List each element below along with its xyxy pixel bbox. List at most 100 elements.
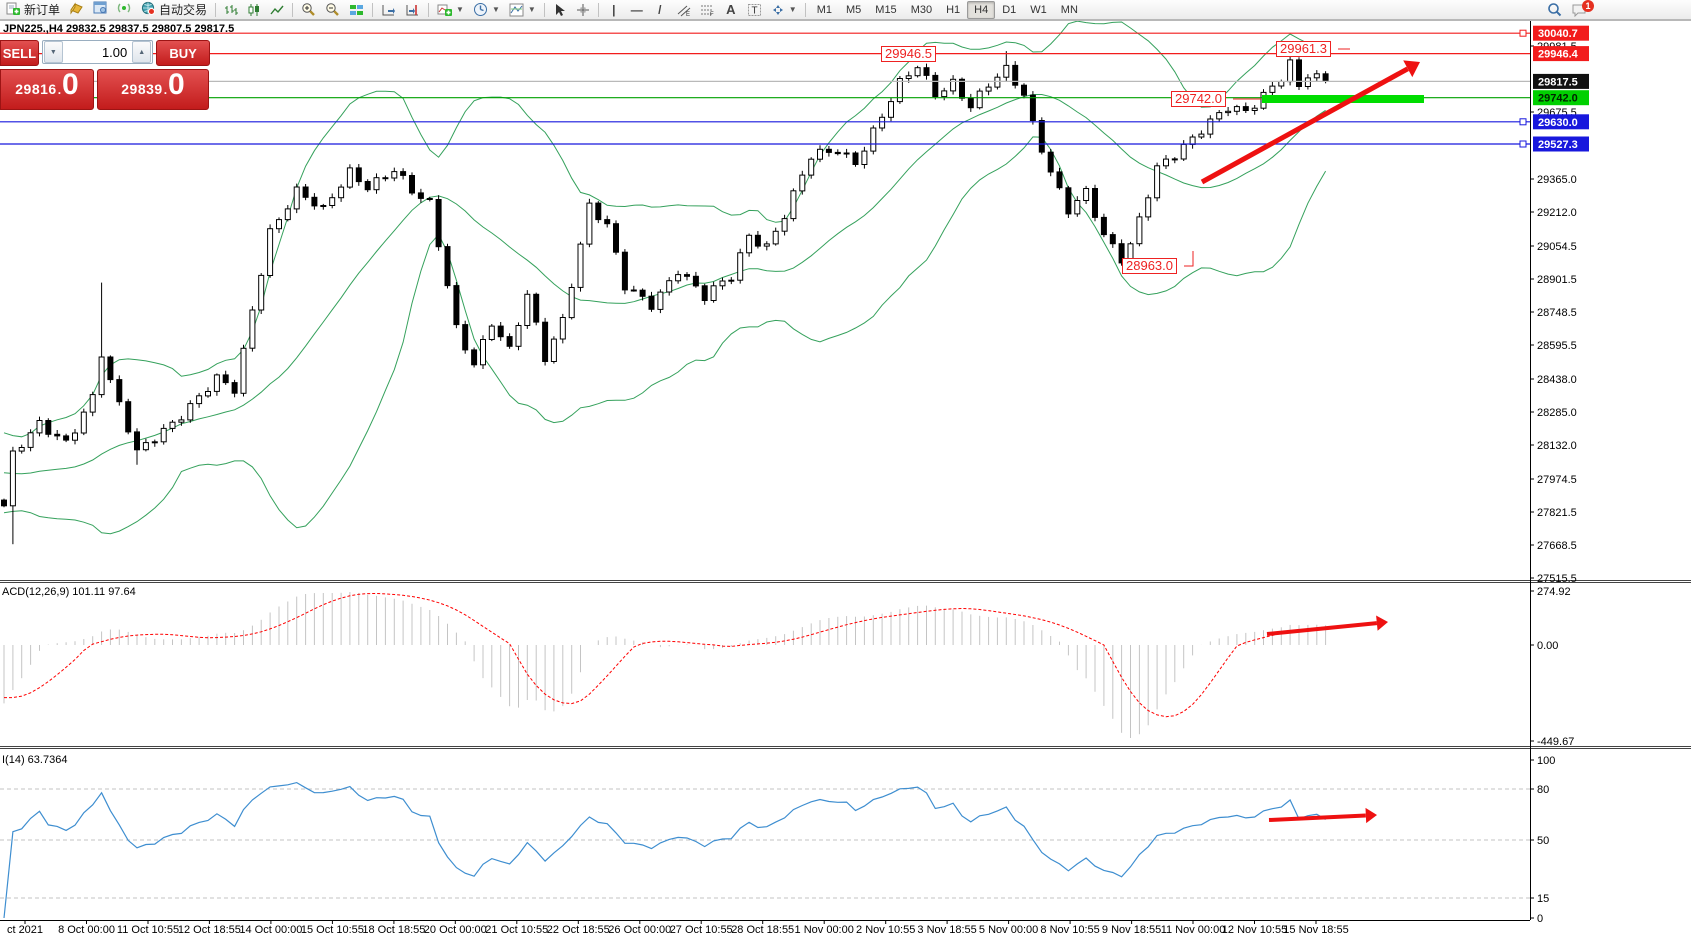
text-label-button[interactable]: T <box>743 1 766 19</box>
timeframe-m30[interactable]: M30 <box>904 1 939 19</box>
dropdown-arrow-icon: ▼ <box>788 5 797 14</box>
timeframe-group: M1 M5 M15 M30 H1 H4 D1 W1 MN <box>810 0 1085 19</box>
price-level-line[interactable] <box>0 29 1530 37</box>
search-button[interactable] <box>1543 1 1566 19</box>
horizontal-line-button[interactable]: — <box>626 1 648 19</box>
price-tick-label: 28595.5 <box>1537 340 1577 352</box>
bar-chart-button[interactable] <box>220 1 242 19</box>
cursor-button[interactable] <box>549 1 571 19</box>
timeframe-h1[interactable]: H1 <box>939 1 967 19</box>
volume-input[interactable] <box>63 43 132 61</box>
periods-button[interactable]: ▼ <box>469 1 504 19</box>
toolbar-separator <box>804 2 806 17</box>
trend-arrow[interactable] <box>1268 807 1377 824</box>
arrows-button[interactable]: ▼ <box>767 1 801 19</box>
price-badge: 29527.3 <box>1533 136 1589 152</box>
time-tick-label: 1 Nov 00:00 <box>795 924 854 936</box>
price-tick-label: 29054.5 <box>1537 241 1577 253</box>
dropdown-arrow-icon: ▼ <box>527 5 536 14</box>
autotrade-button[interactable]: 自动交易 <box>137 1 211 19</box>
timeframe-m5[interactable]: M5 <box>839 1 868 19</box>
signals-button[interactable] <box>113 1 136 19</box>
price-tick-label: 27974.5 <box>1537 474 1577 486</box>
buy-button-label: BUY <box>169 45 197 61</box>
bollinger-bands[interactable] <box>3 21 1327 535</box>
vertical-line-button[interactable]: | <box>603 1 625 19</box>
time-tick-label: 27 Oct 10:55 <box>670 924 733 936</box>
buy-button[interactable]: BUY <box>156 40 210 66</box>
timeframe-d1[interactable]: D1 <box>995 1 1023 19</box>
buy-price-button[interactable]: 29839. 0 <box>97 69 209 110</box>
price-annotation[interactable]: 29742.0 <box>1171 91 1226 107</box>
svg-text:29946.4: 29946.4 <box>1538 49 1579 61</box>
price-tick-label: 28285.0 <box>1537 407 1577 419</box>
trend-arrow[interactable] <box>1266 615 1388 636</box>
crosshair-button[interactable] <box>572 1 594 19</box>
zoom-out-button[interactable] <box>321 1 344 19</box>
trend-arrow[interactable] <box>1200 60 1420 185</box>
time-tick-label: 9 Nov 18:55 <box>1102 924 1161 936</box>
market-watch-button[interactable] <box>89 1 112 19</box>
time-tick-label: 26 Oct 00:00 <box>608 924 671 936</box>
price-level-line[interactable] <box>0 118 1530 126</box>
price-tick-label: 28132.0 <box>1537 440 1577 452</box>
channel-button[interactable]: E <box>672 1 695 19</box>
timeframe-m1[interactable]: M1 <box>810 1 839 19</box>
profiles-button[interactable] <box>65 1 88 19</box>
new-order-label: 新订单 <box>24 3 61 17</box>
macd-tick-label: 0.00 <box>1537 640 1558 652</box>
timeframe-w1[interactable]: W1 <box>1023 1 1054 19</box>
price-annotation[interactable]: 29961.3 <box>1276 41 1331 57</box>
rsi-label: I(14) 63.7364 <box>2 754 67 766</box>
candle-chart-button[interactable] <box>243 1 265 19</box>
annotation-connector <box>1184 251 1194 267</box>
timeframe-m15[interactable]: M15 <box>868 1 903 19</box>
time-tick-label: 3 Nov 18:55 <box>917 924 976 936</box>
buy-price-main: 29839 <box>121 81 163 97</box>
timeframe-h4[interactable]: H4 <box>967 1 996 19</box>
volume-spinner: ▼ ▲ <box>41 40 154 64</box>
timeframe-mn[interactable]: MN <box>1054 1 1085 19</box>
zoom-in-button[interactable] <box>297 1 320 19</box>
text-button[interactable]: A <box>720 1 742 19</box>
price-annotation[interactable]: 28963.0 <box>1122 258 1177 274</box>
notifications-button[interactable]: 1 <box>1567 0 1594 19</box>
chart-shift-button[interactable] <box>401 1 424 19</box>
fibonacci-button[interactable]: F <box>696 1 719 19</box>
macd-histogram <box>3 592 1327 738</box>
candlesticks[interactable] <box>1 44 1329 545</box>
autotrade-icon <box>141 1 156 18</box>
sell-price-big: 0 <box>62 68 79 101</box>
templates-button[interactable]: ▼ <box>505 1 540 19</box>
toolbar-separator <box>372 2 374 17</box>
sell-price-main: 29816 <box>15 81 57 97</box>
time-tick-label: 15 Oct 10:55 <box>301 924 364 936</box>
svg-text:29742.0: 29742.0 <box>1538 93 1578 105</box>
price-annotation[interactable]: 29946.5 <box>881 46 936 62</box>
sell-price-dot: . <box>57 83 62 97</box>
dropdown-arrow-icon: ▼ <box>491 5 500 14</box>
sell-button[interactable]: SELL <box>0 40 39 66</box>
price-level-line[interactable] <box>0 140 1530 148</box>
line-chart-button[interactable] <box>266 1 288 19</box>
volume-increase-button[interactable]: ▲ <box>132 41 152 63</box>
volume-decrease-button[interactable]: ▼ <box>43 41 63 63</box>
indicators-button[interactable]: ▼ <box>433 1 468 19</box>
price-tick-label: 29365.0 <box>1537 174 1577 186</box>
new-order-button[interactable]: 新订单 <box>2 1 64 19</box>
sell-price-button[interactable]: 29816. 0 <box>0 69 94 110</box>
auto-scroll-button[interactable] <box>377 1 400 19</box>
toolbar-separator <box>543 2 545 17</box>
time-tick-label: 18 Oct 18:55 <box>362 924 425 936</box>
time-tick-label: 12 Oct 18:55 <box>178 924 241 936</box>
time-tick-label: 21 Oct 10:55 <box>485 924 548 936</box>
tile-windows-button[interactable] <box>345 1 368 19</box>
new-order-icon <box>6 1 21 19</box>
trendline-button[interactable]: / <box>649 1 671 19</box>
price-badge: 29946.4 <box>1533 46 1589 62</box>
price-badge: 30040.7 <box>1533 25 1589 41</box>
price-tick-label: 27515.5 <box>1537 573 1577 585</box>
support-zone[interactable] <box>1262 95 1424 103</box>
toolbar-separator <box>292 2 294 17</box>
